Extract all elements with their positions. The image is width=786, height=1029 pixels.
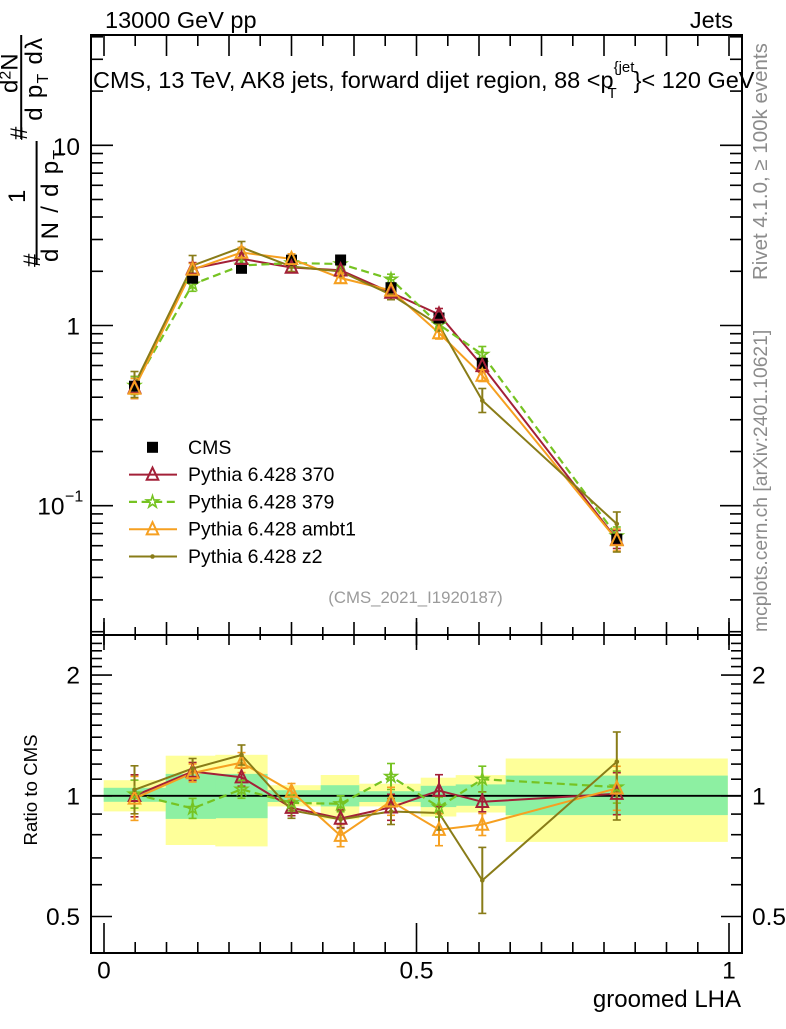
svg-text:CMS: CMS (188, 437, 231, 459)
svg-text:1: 1 (66, 783, 80, 810)
svg-text:1: 1 (722, 958, 736, 985)
svg-text:#: # (6, 126, 33, 140)
svg-text:Pythia 6.428 370: Pythia 6.428 370 (188, 464, 335, 486)
svg-text:d2N: d2N (0, 53, 24, 93)
svg-text:0.5: 0.5 (46, 904, 80, 931)
svg-text:Rivet 4.1.0, ≥ 100k events: Rivet 4.1.0, ≥ 100k events (749, 43, 772, 280)
svg-text:Jets: Jets (690, 7, 733, 33)
svg-text:0.5: 0.5 (752, 904, 786, 931)
svg-text:d N / d pT: d N / d pT (37, 149, 68, 263)
svg-text:0.5: 0.5 (399, 958, 433, 985)
svg-text:1: 1 (752, 783, 766, 810)
svg-text:Pythia 6.428 z2: Pythia 6.428 z2 (188, 546, 322, 568)
svg-text:Ratio to CMS: Ratio to CMS (20, 734, 41, 845)
svg-text:mcplots.cern.ch [arXiv:2401.10: mcplots.cern.ch [arXiv:2401.10621] (751, 330, 772, 632)
svg-text:1: 1 (66, 314, 80, 341)
svg-text:Pythia 6.428 ambt1: Pythia 6.428 ambt1 (188, 519, 356, 541)
svg-text:Pythia 6.428 379: Pythia 6.428 379 (188, 491, 334, 513)
svg-text:−1: −1 (65, 489, 83, 506)
svg-text:10: 10 (53, 134, 80, 161)
svg-text:10: 10 (37, 494, 64, 521)
svg-text:(CMS_2021_I1920187): (CMS_2021_I1920187) (328, 588, 502, 607)
svg-text:2: 2 (752, 663, 766, 690)
svg-text:13000 GeV pp: 13000 GeV pp (105, 7, 257, 33)
svg-text:#: # (19, 253, 46, 267)
svg-text:groomed LHA: groomed LHA (593, 986, 741, 1013)
svg-text:0: 0 (97, 958, 111, 985)
svg-text:1: 1 (4, 190, 31, 203)
svg-text:2: 2 (66, 663, 80, 690)
